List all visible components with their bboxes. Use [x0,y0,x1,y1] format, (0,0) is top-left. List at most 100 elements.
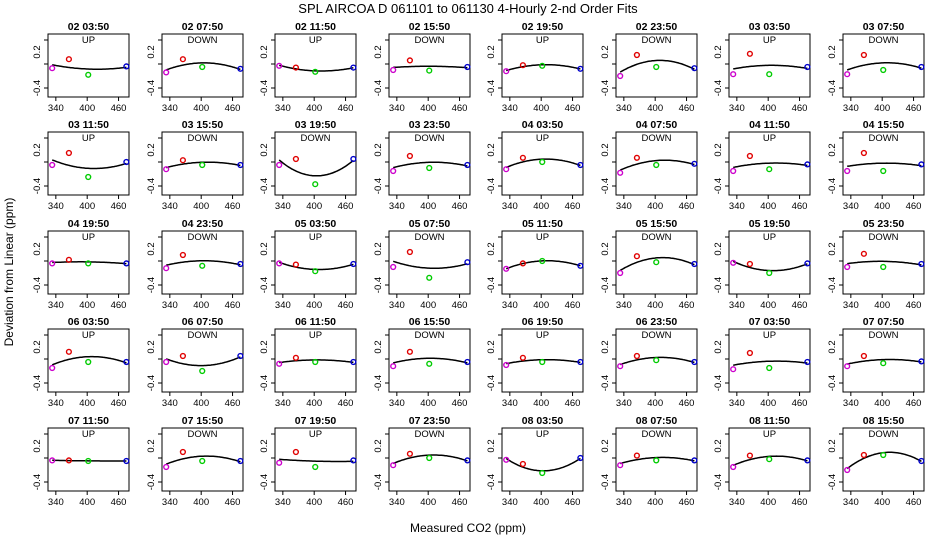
x-tick-label: 460 [225,300,241,311]
x-tick-label: 460 [452,300,468,311]
panel-title: 04 15:50 [863,119,905,131]
y-tick-label: 0.2 [486,340,497,353]
standard-point [746,50,754,57]
fit-curve [619,159,695,171]
panel-title: 04 23:50 [182,218,224,230]
x-tick-label: 460 [792,497,808,508]
standard-point [199,63,206,71]
x-tick-label: 400 [760,398,776,409]
fit-curve [505,63,581,72]
standard-point [503,265,510,272]
x-tick-label: 460 [565,300,581,311]
standard-point [730,366,737,373]
x-tick-label: 340 [48,103,64,114]
panel: 06 15:50 DOWN -0.4 0.2 340 400 460 [373,316,471,409]
x-tick-label: 460 [452,103,468,114]
panel: 07 15:50 DOWN -0.4 0.2 340 400 460 [146,415,244,508]
x-tick-label: 400 [533,201,549,212]
standard-point [426,164,433,172]
fit-curve [619,256,695,272]
standard-point [519,154,527,161]
panel-direction: DOWN [641,133,671,144]
fit-curve [279,458,354,463]
y-tick-label: -0.4 [713,277,724,293]
y-tick-label: 0.2 [827,340,838,353]
y-tick-label: 0.2 [32,439,43,452]
standard-point [653,161,660,169]
x-tick-label: 460 [452,497,468,508]
standard-point [730,463,737,471]
standard-point [237,161,244,169]
standard-point [633,51,641,59]
y-tick-label: 0.2 [32,143,43,156]
standard-point [312,463,319,471]
panel: 08 03:50 UP -0.4 0.2 340 400 460 [486,415,584,508]
y-tick-label: -0.4 [259,277,270,293]
standard-point [766,71,773,78]
y-tick-label: -0.4 [486,277,497,293]
standard-point [577,454,584,462]
y-tick-label: -0.4 [32,474,43,490]
x-tick-label: 400 [306,497,322,508]
panel-frame [274,33,357,98]
panel-direction: DOWN [414,35,444,46]
y-tick-label: -0.4 [486,375,497,391]
x-tick-label: 460 [565,103,581,114]
y-tick-label: 0.2 [373,340,384,353]
x-tick-label: 340 [843,398,859,409]
x-tick-label: 400 [647,497,663,508]
x-tick-label: 460 [906,300,922,311]
panel-title: 04 11:50 [749,119,790,131]
panel: 02 15:50 DOWN -0.4 0.2 340 400 460 [373,21,471,114]
standard-point [85,173,92,181]
standard-point [617,269,624,277]
standard-point [539,257,546,265]
panel: 06 03:50 UP -0.4 0.2 340 400 460 [32,316,130,409]
panel-title: 04 19:50 [68,218,110,230]
fit-curve [846,451,922,470]
standard-point [199,457,206,465]
panel-direction: UP [763,133,776,144]
standard-point [85,71,92,78]
standard-point [519,62,527,69]
fit-curve [52,459,127,462]
y-tick-label: -0.4 [713,178,724,194]
standard-point [406,348,414,355]
panel-title: 06 11:50 [295,316,336,328]
y-tick-label: -0.4 [146,375,157,391]
y-tick-label: -0.4 [827,375,838,391]
panel-direction: UP [763,429,776,440]
x-tick-label: 400 [193,103,209,114]
x-tick-label: 340 [729,300,745,311]
panel: 05 15:50 DOWN -0.4 0.2 340 400 460 [600,218,698,311]
x-tick-label: 340 [275,497,291,508]
y-tick-label: -0.4 [373,375,384,391]
y-tick-label: 0.2 [827,242,838,255]
standard-point [237,457,244,465]
fit-curve [847,162,922,168]
x-tick-label: 460 [792,201,808,212]
panel-title: 06 23:50 [636,316,678,328]
y-tick-label: -0.4 [486,474,497,490]
y-tick-label: 0.2 [600,242,611,255]
standard-point [350,64,357,71]
x-tick-label: 340 [843,300,859,311]
panel: 07 19:50 UP -0.4 0.2 340 400 460 [259,415,357,508]
fit-curve [619,59,695,73]
standard-point [292,155,300,163]
standard-point [49,364,56,372]
standard-point [539,158,546,166]
fit-curve [166,260,241,266]
standard-point [65,348,73,355]
x-tick-label: 340 [729,398,745,409]
panel-direction: UP [309,232,322,243]
fit-curve [733,162,808,169]
y-tick-label: 0.2 [259,143,270,156]
panel: 02 07:50 DOWN -0.4 0.2 340 400 460 [146,21,244,114]
x-tick-label: 460 [792,103,808,114]
standard-point [746,349,754,357]
standard-point [350,260,357,268]
y-tick-label: -0.4 [827,277,838,293]
standard-point [918,358,925,365]
standard-point [653,457,660,464]
